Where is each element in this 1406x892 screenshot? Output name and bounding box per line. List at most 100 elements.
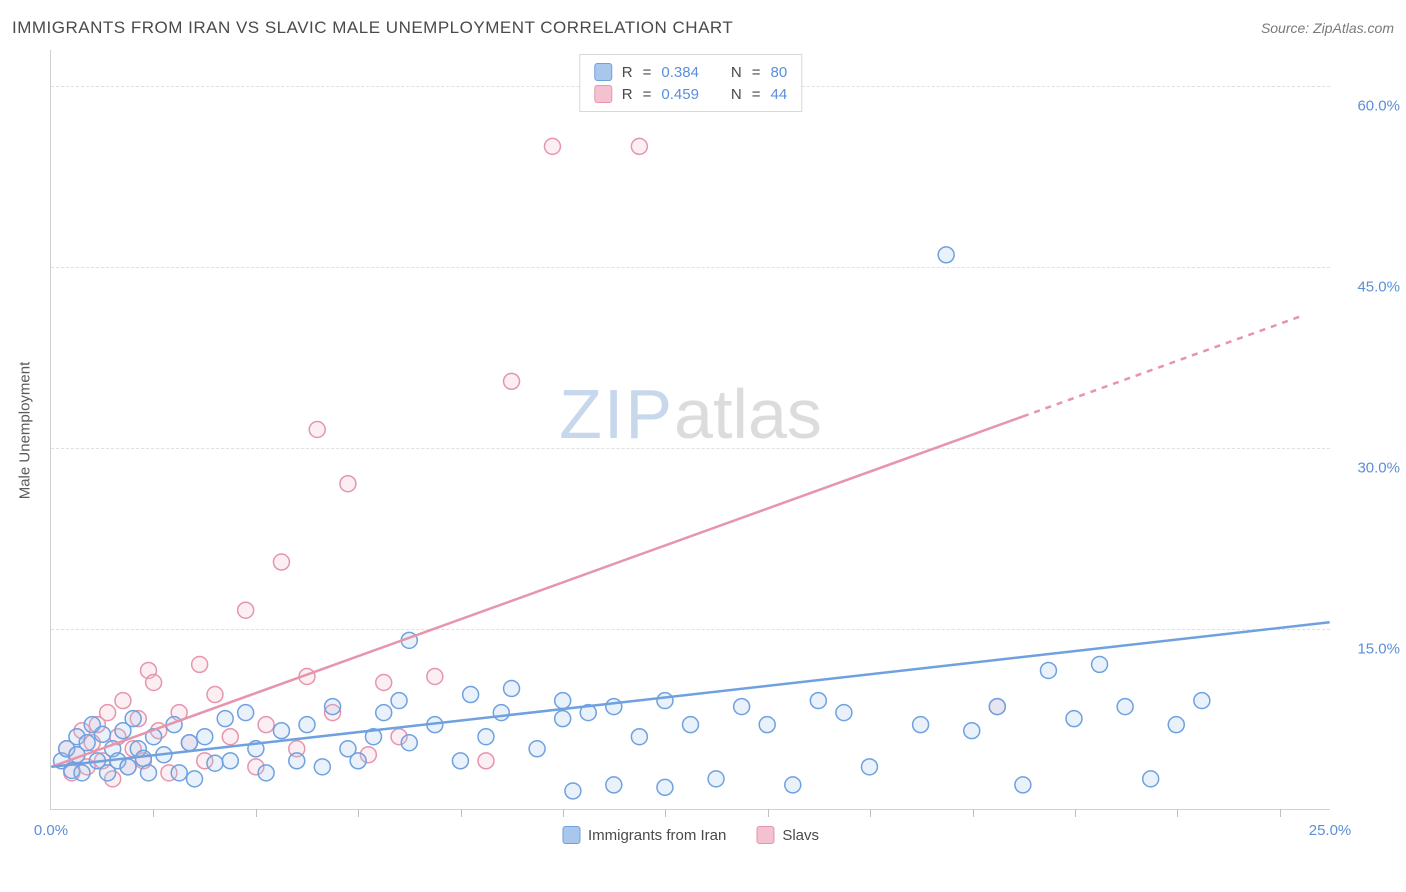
scatter-point-iran	[376, 705, 392, 721]
scatter-point-slavs	[504, 373, 520, 389]
trend-line-iran	[51, 622, 1329, 767]
x-tick	[1075, 809, 1076, 817]
scatter-point-slavs	[222, 729, 238, 745]
x-tick	[461, 809, 462, 817]
scatter-point-iran	[913, 717, 929, 733]
legend-label-slavs: Slavs	[782, 827, 819, 844]
scatter-point-iran	[1168, 717, 1184, 733]
scatter-point-iran	[350, 753, 366, 769]
scatter-point-iran	[391, 693, 407, 709]
scatter-point-iran	[810, 693, 826, 709]
scatter-point-iran	[938, 247, 954, 263]
scatter-point-iran	[217, 711, 233, 727]
scatter-point-slavs	[631, 138, 647, 154]
scatter-point-iran	[273, 723, 289, 739]
x-tick	[256, 809, 257, 817]
scatter-point-iran	[555, 711, 571, 727]
scatter-point-iran	[314, 759, 330, 775]
legend-slavs-n-value: 44	[771, 86, 788, 103]
scatter-point-iran	[1040, 662, 1056, 678]
scatter-point-iran	[238, 705, 254, 721]
x-tick	[665, 809, 666, 817]
scatter-point-iran	[631, 729, 647, 745]
chart-plot-area: ZIPatlas 15.0%30.0%45.0%60.0% R = 0.384 …	[50, 50, 1330, 810]
scatter-point-iran	[125, 711, 141, 727]
scatter-point-iran	[836, 705, 852, 721]
scatter-point-slavs	[376, 675, 392, 691]
page-title: IMMIGRANTS FROM IRAN VS SLAVIC MALE UNEM…	[12, 18, 733, 38]
legend-iran-r-value: 0.384	[661, 64, 699, 81]
source-prefix: Source:	[1261, 20, 1313, 36]
scatter-point-iran	[181, 735, 197, 751]
legend-n-label: N	[731, 86, 742, 103]
x-tick	[563, 809, 564, 817]
scatter-point-iran	[493, 705, 509, 721]
scatter-point-iran	[135, 750, 151, 766]
x-tick	[870, 809, 871, 817]
scatter-point-iran	[989, 699, 1005, 715]
scatter-point-iran	[1092, 656, 1108, 672]
legend-eq: =	[643, 86, 652, 103]
scatter-point-slavs	[427, 668, 443, 684]
source-attribution: Source: ZipAtlas.com	[1261, 20, 1394, 36]
scatter-point-iran	[606, 777, 622, 793]
y-axis-label: Male Unemployment	[17, 361, 34, 499]
legend-r-label: R	[622, 64, 633, 81]
scatter-point-iran	[478, 729, 494, 745]
scatter-point-slavs	[478, 753, 494, 769]
legend-item-slavs: Slavs	[756, 826, 819, 844]
legend-row-slavs: R = 0.459 N = 44	[594, 83, 787, 105]
y-tick-label: 15.0%	[1357, 641, 1400, 658]
scatter-point-iran	[683, 717, 699, 733]
legend-swatch-slavs-bottom	[756, 826, 774, 844]
scatter-svg	[51, 50, 1330, 809]
trend-line-slavs	[51, 416, 1023, 766]
legend-row-iran: R = 0.384 N = 80	[594, 61, 787, 83]
x-tick	[973, 809, 974, 817]
x-tick	[358, 809, 359, 817]
legend-n-label: N	[731, 64, 742, 81]
scatter-point-iran	[299, 717, 315, 733]
scatter-point-iran	[708, 771, 724, 787]
legend-swatch-iran-bottom	[562, 826, 580, 844]
scatter-point-iran	[606, 699, 622, 715]
scatter-point-iran	[187, 771, 203, 787]
legend-swatch-slavs	[594, 85, 612, 103]
scatter-point-iran	[289, 753, 305, 769]
scatter-point-iran	[657, 779, 673, 795]
legend-eq: =	[752, 86, 761, 103]
scatter-point-iran	[74, 765, 90, 781]
scatter-point-slavs	[273, 554, 289, 570]
legend-r-label: R	[622, 86, 633, 103]
x-tick	[768, 809, 769, 817]
scatter-point-iran	[504, 681, 520, 697]
scatter-point-iran	[452, 753, 468, 769]
scatter-point-slavs	[258, 717, 274, 733]
scatter-point-iran	[529, 741, 545, 757]
scatter-point-iran	[759, 717, 775, 733]
source-name: ZipAtlas.com	[1313, 20, 1394, 36]
scatter-point-iran	[325, 699, 341, 715]
legend-series-box: Immigrants from Iran Slavs	[562, 826, 819, 844]
scatter-point-slavs	[340, 476, 356, 492]
scatter-point-iran	[1015, 777, 1031, 793]
y-tick-label: 45.0%	[1357, 279, 1400, 296]
legend-iran-n-value: 80	[771, 64, 788, 81]
scatter-point-iran	[222, 753, 238, 769]
scatter-point-iran	[565, 783, 581, 799]
scatter-point-slavs	[192, 656, 208, 672]
scatter-point-iran	[207, 755, 223, 771]
scatter-point-iran	[1066, 711, 1082, 727]
scatter-point-iran	[258, 765, 274, 781]
scatter-point-iran	[141, 765, 157, 781]
scatter-point-slavs	[115, 693, 131, 709]
scatter-point-iran	[197, 729, 213, 745]
scatter-point-iran	[171, 765, 187, 781]
scatter-point-iran	[964, 723, 980, 739]
x-tick-0: 0.0%	[34, 822, 68, 839]
scatter-point-iran	[1117, 699, 1133, 715]
legend-eq: =	[643, 64, 652, 81]
legend-label-iran: Immigrants from Iran	[588, 827, 726, 844]
scatter-point-iran	[555, 693, 571, 709]
x-tick-25: 25.0%	[1309, 822, 1352, 839]
